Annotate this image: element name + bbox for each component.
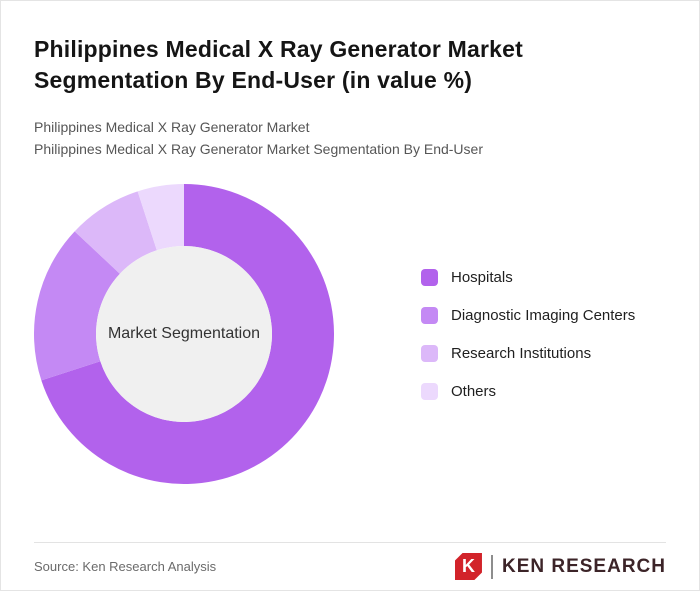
donut-chart: Market Segmentation [34, 184, 334, 484]
chart-subtitle-segmentation: Philippines Medical X Ray Generator Mark… [34, 141, 483, 157]
legend-label: Research Institutions [451, 344, 592, 362]
pie-slice-research-institutions[interactable] [74, 191, 157, 274]
chart-legend: Hospitals Diagnostic Imaging Centers Resea… [421, 268, 636, 400]
logo-k-emblem: K [454, 553, 482, 580]
pie-slice-diagnostic-imaging-centers[interactable] [34, 231, 120, 381]
legend-swatch [421, 344, 438, 362]
logo-divider [490, 554, 493, 579]
pie-slice-hospitals[interactable] [41, 184, 334, 484]
legend-swatch [421, 306, 438, 324]
legend-swatch [421, 382, 438, 400]
ken-research-logo: K KEN RESEARCH [454, 553, 666, 580]
legend-label: Hospitals [451, 268, 513, 286]
legend-swatch [421, 268, 438, 286]
legend-label: Others [451, 382, 497, 400]
legend-item-diagnostic-imaging-centers[interactable]: Diagnostic Imaging Centers [421, 306, 636, 324]
donut-center-circle [96, 246, 272, 422]
footer: Source: Ken Research Analysis K KEN RESE… [34, 542, 666, 580]
chart-title: Philippines Medical X Ray Generator Mark… [34, 36, 523, 93]
chart-area: Market Segmentation Hospitals Diagnostic … [34, 184, 666, 484]
logo-text: KEN RESEARCH [501, 555, 666, 577]
pie-slice-others[interactable] [137, 184, 184, 251]
legend-label: Diagnostic Imaging Centers [451, 306, 636, 324]
legend-item-others[interactable]: Others [421, 382, 635, 400]
legend-item-hospitals[interactable]: Hospitals [421, 268, 635, 286]
chart-subtitle-market: Philippines Medical X Ray Generator Mark… [34, 119, 310, 135]
chart-subtitles: Philippines Medical X Ray Generator Mark… [34, 116, 666, 160]
donut-svg [34, 184, 334, 484]
legend-item-research-institutions[interactable]: Research Institutions [421, 344, 635, 362]
source-text: Source: Ken Research Analysis [34, 559, 217, 574]
